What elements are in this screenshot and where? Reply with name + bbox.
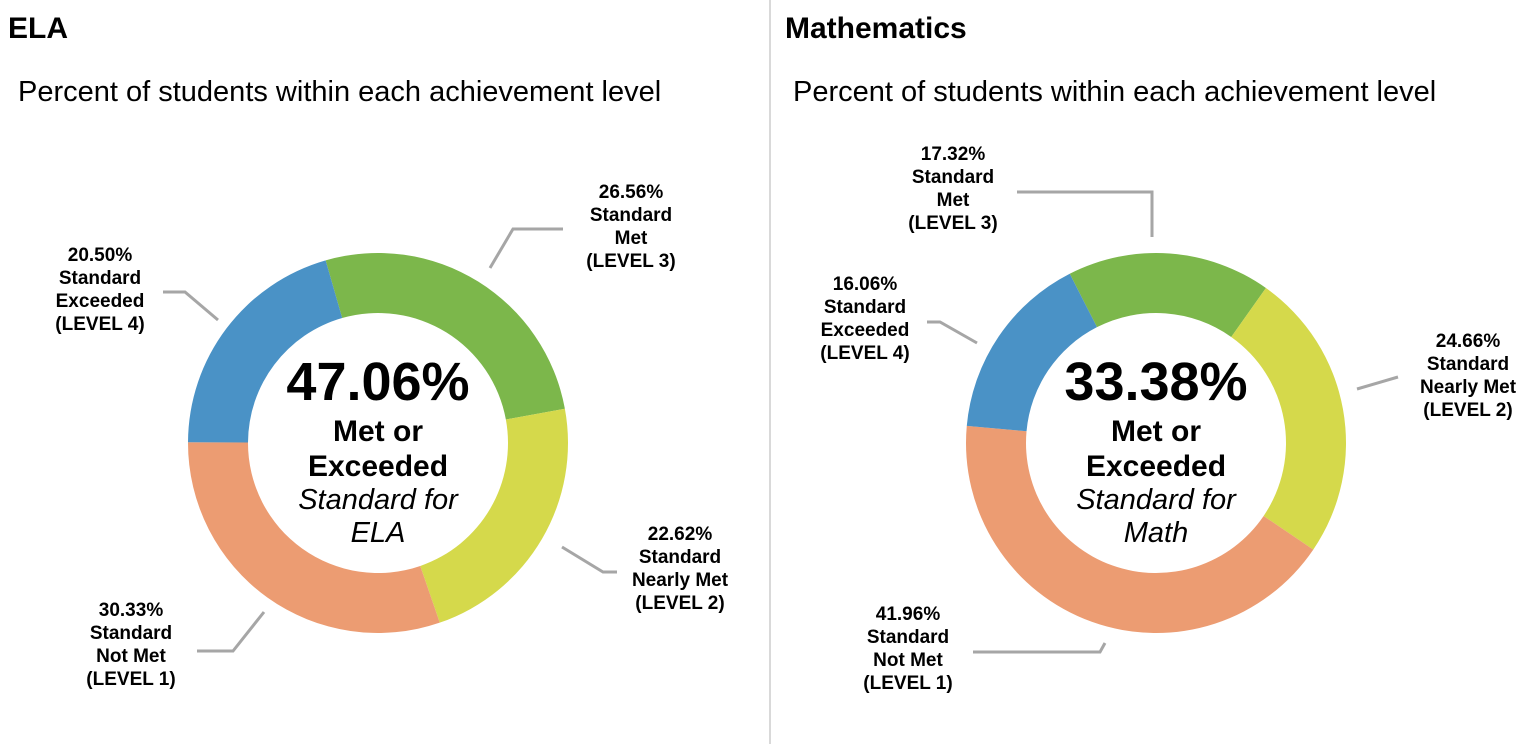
- callout-connector: [163, 290, 219, 322]
- math-center-line: Met or: [1111, 415, 1201, 448]
- callout-connector: [927, 320, 978, 345]
- ela-center-line: Met or: [333, 415, 423, 448]
- callout-line: Not Met: [873, 650, 943, 671]
- callout-line: Nearly Met: [631, 570, 729, 591]
- callout-line: Nearly Met: [1419, 377, 1517, 398]
- math-callout-standard-met: 17.32% Standard Met (LEVEL 3): [908, 143, 997, 235]
- donut-segment: [188, 260, 343, 443]
- callout-line: (LEVEL 3): [908, 213, 998, 234]
- callout-line: Standard: [1426, 354, 1510, 375]
- callout-connector: [197, 611, 266, 653]
- callout-line: Standard: [638, 547, 722, 568]
- callout-line: 24.66%: [1435, 331, 1501, 352]
- callout-line: Standard: [911, 167, 995, 188]
- math-callout-standard-not-met: 41.96% Standard Not Met (LEVEL 1): [863, 603, 952, 695]
- math-title: Mathematics: [785, 12, 967, 45]
- callout-connector: [973, 642, 1107, 654]
- callout-line: Not Met: [96, 646, 166, 667]
- math-center-line: Math: [1123, 517, 1189, 549]
- donut-segment: [187, 442, 440, 633]
- callout-line: Exceeded: [820, 320, 910, 341]
- donut-segment: [1231, 288, 1347, 550]
- callout-line: (LEVEL 3): [586, 251, 676, 272]
- math-center-label: 33.38% Met or Exceeded Standard for Math: [1064, 352, 1248, 550]
- callout-line: 26.56%: [598, 182, 664, 203]
- callout-line: Exceeded: [55, 291, 145, 312]
- ela-center-line: ELA: [350, 517, 406, 549]
- callout-line: (LEVEL 2): [1423, 400, 1513, 421]
- donut-segment: [966, 425, 1314, 633]
- callout-line: Standard: [58, 268, 142, 289]
- callout-line: (LEVEL 4): [55, 314, 145, 335]
- math-center-line: Exceeded: [1085, 450, 1227, 483]
- callout-line: (LEVEL 1): [86, 669, 176, 690]
- math-subtitle: Percent of students within each achievem…: [793, 76, 1437, 108]
- ela-subtitle: Percent of students within each achievem…: [18, 76, 662, 108]
- callout-line: Met: [936, 190, 970, 211]
- callout-line: Standard: [823, 297, 907, 318]
- ela-callout-standard-met: 26.56% Standard Met (LEVEL 3): [586, 181, 675, 273]
- callout-line: Standard: [589, 205, 673, 226]
- callout-line: 41.96%: [875, 604, 941, 625]
- callout-line: 16.06%: [832, 274, 898, 295]
- ela-center-line: Exceeded: [307, 450, 449, 483]
- callout-connector: [488, 227, 563, 269]
- ela-title: ELA: [8, 12, 68, 45]
- donut-segment: [966, 273, 1097, 432]
- callout-line: 22.62%: [647, 524, 713, 545]
- math-callout-standard-nearly-met: 24.66% Standard Nearly Met (LEVEL 2): [1420, 330, 1516, 422]
- math-callout-standard-exceeded: 16.06% Standard Exceeded (LEVEL 4): [820, 273, 909, 365]
- panel-divider: [769, 0, 771, 744]
- ela-callout-standard-nearly-met: 22.62% Standard Nearly Met (LEVEL 2): [632, 523, 728, 615]
- ela-callout-standard-exceeded: 20.50% Standard Exceeded (LEVEL 4): [55, 244, 144, 336]
- callout-line: Met: [614, 228, 648, 249]
- callout-connector: [561, 545, 617, 574]
- callout-line: Standard: [866, 627, 950, 648]
- math-center-value: 33.38%: [1064, 352, 1248, 412]
- callout-connector: [1017, 190, 1154, 237]
- ela-center-line: Standard for: [298, 484, 458, 516]
- ela-center-label: 47.06% Met or Exceeded Standard for ELA: [286, 352, 470, 550]
- callout-line: (LEVEL 1): [863, 673, 953, 694]
- ela-callout-standard-not-met: 30.33% Standard Not Met (LEVEL 1): [86, 599, 175, 691]
- math-center-line: Standard for: [1076, 484, 1236, 516]
- donut-segment: [325, 253, 565, 420]
- callout-connector: [1356, 375, 1399, 391]
- donut-segment: [420, 408, 568, 623]
- donut-segment: [1069, 252, 1266, 337]
- callout-line: (LEVEL 4): [820, 343, 910, 364]
- ela-center-value: 47.06%: [286, 352, 470, 412]
- callout-line: Standard: [89, 623, 173, 644]
- callout-line: 30.33%: [98, 600, 164, 621]
- callout-line: (LEVEL 2): [635, 593, 725, 614]
- callout-line: 17.32%: [920, 144, 986, 165]
- callout-line: 20.50%: [67, 245, 133, 266]
